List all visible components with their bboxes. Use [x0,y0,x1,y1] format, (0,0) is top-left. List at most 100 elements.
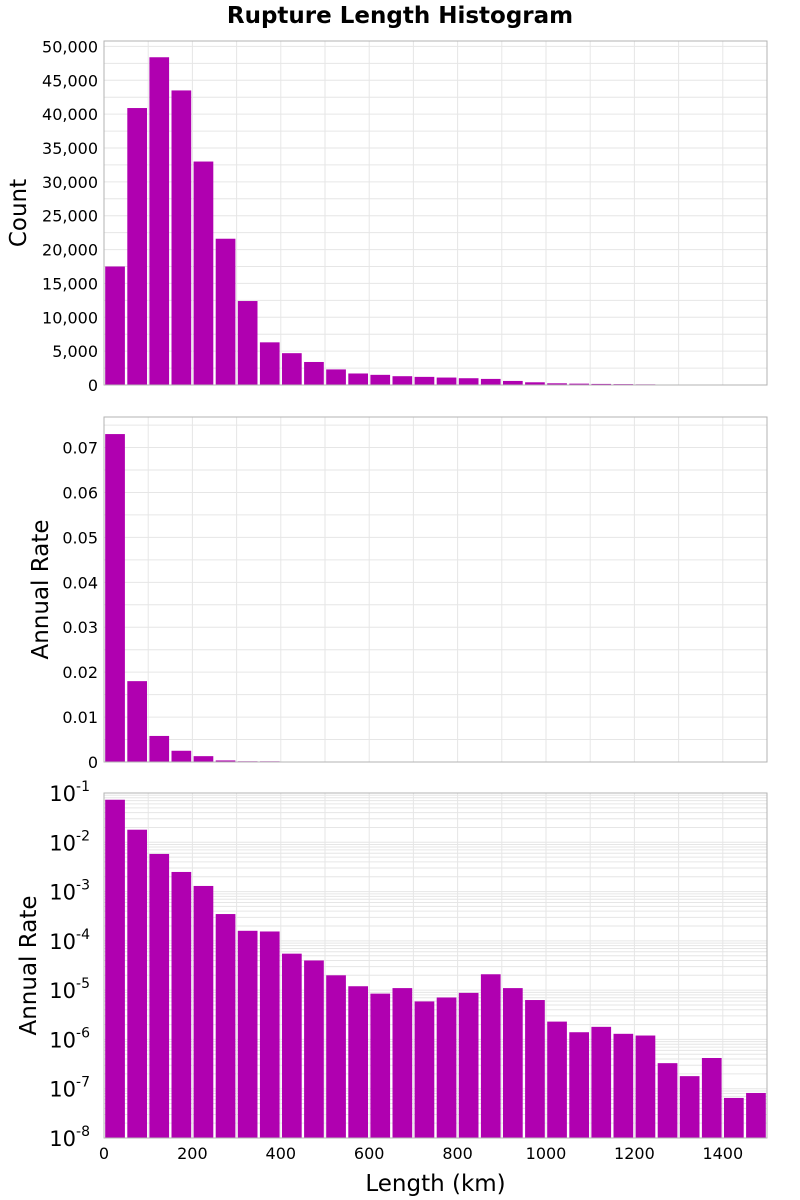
bar [348,986,368,1138]
bar [569,383,589,385]
bar [171,90,192,385]
bar [326,369,346,385]
bar [149,735,170,762]
y-tick-label: 0.01 [62,708,98,727]
y-tick-label: 30,000 [42,173,98,192]
x-axis-label: Length (km) [365,1171,505,1197]
bar [503,380,523,385]
bar [525,1000,545,1138]
x-tick-label: 0 [99,1144,109,1163]
y-tick-label: 35,000 [42,139,98,158]
bar [701,1057,722,1138]
bar [657,1063,678,1138]
x-tick-label: 800 [442,1144,473,1163]
x-tick-label: 1400 [702,1144,743,1163]
y-axis-label: Annual Rate [28,520,54,660]
y-tick-label: 10-3 [49,878,90,905]
bar [480,378,501,385]
bar [480,974,501,1138]
bar [326,975,346,1138]
bar [458,378,479,385]
bar [348,373,368,385]
plot-frame [103,416,768,763]
bar [458,992,479,1138]
y-tick-label: 10-7 [49,1075,90,1102]
bar [105,799,125,1138]
bar [370,993,391,1138]
bar [392,376,413,385]
bar [149,57,170,386]
y-tick-label: 10,000 [42,308,98,327]
bar [127,108,147,385]
bar [370,374,391,385]
bar [304,960,324,1138]
bar [547,383,567,385]
y-tick-label: 40,000 [42,105,98,124]
bar [193,756,214,762]
bar [259,931,280,1138]
bar [635,1035,656,1138]
bar [724,1097,744,1138]
bar [591,383,612,385]
bar [149,853,170,1138]
y-tick-label: 15,000 [42,274,98,293]
y-tick-label: 0.06 [62,483,98,502]
x-tick-label: 1200 [614,1144,655,1163]
bar [436,997,457,1138]
bar [591,1026,612,1138]
y-tick-label: 0 [88,753,98,772]
bar [392,988,413,1138]
y-tick-label: 0.02 [62,663,98,682]
panel-1: 0 5,000 10,000 15,000 20,000 25,000 30,000 35,0… [6,37,768,395]
y-tick-label: 10-5 [49,976,90,1003]
y-tick-label: 10-6 [49,1025,90,1052]
chart-title: Rupture Length Histogram [227,3,573,29]
bar [547,1021,567,1138]
bar [171,750,192,762]
bar [105,266,125,385]
bar [679,1076,700,1138]
bar [237,301,258,385]
y-tick-label: 0.05 [62,528,98,547]
bar [127,829,147,1138]
y-axis-label: Count [6,179,32,247]
x-tick-label: 400 [266,1144,297,1163]
panel-2: 0 0.01 0.02 0.03 0.04 0.05 0.06 0.07 Annual Rate [28,416,768,772]
y-axis-label: Annual Rate [16,896,42,1036]
y-tick-label: 10-2 [49,828,90,855]
bar [746,1092,766,1138]
y-tick-label: 50,000 [42,37,98,56]
bar [259,342,280,385]
y-tick-label: 10-4 [49,927,90,954]
bar [193,161,214,385]
bar [282,353,302,385]
y-tick-label: 45,000 [42,71,98,90]
bar [237,930,258,1138]
bar [215,238,236,385]
x-tick-label: 200 [177,1144,208,1163]
y-tick-label: 0.04 [62,573,98,592]
bar [282,953,302,1138]
y-tick-label: 0.03 [62,618,98,637]
y-tick-label: 0 [88,376,98,395]
bar [503,988,523,1138]
plot-frame [103,40,768,386]
bar [414,1001,435,1138]
y-tick-label: 0.07 [62,439,98,458]
x-tick-label: 1000 [526,1144,567,1163]
bar [414,376,435,385]
bar [193,885,214,1138]
bar [525,382,545,385]
bar [127,681,147,762]
y-tick-label: 5,000 [52,342,98,361]
x-tick-label: 600 [354,1144,385,1163]
bar [569,1032,589,1138]
plot-frame [103,792,768,1139]
y-tick-label: 10-1 [49,779,90,806]
panel-3: 10-8 10-7 10-6 10-5 10-4 10-3 10-2 10-1 Annual R… [16,779,768,1197]
y-tick-label: 10-8 [49,1124,90,1151]
bar [215,914,236,1138]
bar [171,871,192,1138]
